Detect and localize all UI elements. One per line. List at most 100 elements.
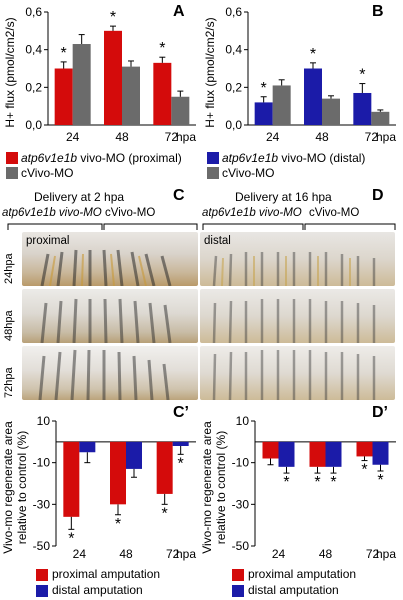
panel-c-group-right: cVivo-MO <box>105 207 156 219</box>
chart-cp-y-tick-label: -50 <box>33 539 51 553</box>
photo-c-24hpa <box>22 232 198 286</box>
fin-rays-icon <box>38 349 170 400</box>
panel-c-title: Delivery at 2 hpa <box>34 190 125 204</box>
legend-dp-label-2: distal amputation <box>248 583 339 597</box>
chart-a-x-tick-label: 24 <box>66 130 80 144</box>
chart-b-x-tick-label: 72 <box>365 130 379 144</box>
photo-d-region-label: distal <box>204 235 231 247</box>
chart-cp-x-unit: hpa <box>176 547 196 561</box>
chart-cp-bar <box>172 441 189 446</box>
chart-b-significance-star: * <box>261 80 267 97</box>
legend-dp-label-1: proximal amputation <box>248 567 357 581</box>
chart-dp-y-tick-label: -50 <box>232 539 250 553</box>
chart-dp-y-label-line2: relative to control (%) <box>214 431 228 544</box>
chart-b-y-label: H+ flux (pmol/cm2/s) <box>203 17 217 127</box>
chart-cp-x-tick-label: 72 <box>166 547 180 561</box>
chart-dp-x-tick-label: 72 <box>366 547 380 561</box>
fin-rays-icon <box>212 350 376 400</box>
panel-letter-c: C <box>173 187 185 204</box>
chart-cp-bar <box>79 441 96 453</box>
row-label-72hpa: 72hpa <box>3 367 15 398</box>
panel-letter-c-prime: C’ <box>173 404 189 421</box>
chart-a-bar <box>153 62 172 125</box>
chart-b-y-tick-label: 0,6 <box>225 5 242 19</box>
legend-a-label-1: atp6v1e1b vivo-MO (proximal) <box>21 151 182 165</box>
chart-dp-bar <box>325 441 342 467</box>
chart-b-bar <box>353 92 372 125</box>
chart-cp-x-tick-label: 48 <box>119 547 133 561</box>
panel-letter-d: D <box>372 187 384 204</box>
panel-d-group-right: cVivo-MO <box>309 207 360 219</box>
chart-a-y-tick-label: 0,0 <box>25 118 42 132</box>
legend-a-label-2: cVivo-MO <box>21 166 74 180</box>
chart-dp-significance-star: * <box>377 472 383 489</box>
chart-cp-bar <box>63 441 80 517</box>
fin-rays-icon <box>212 252 376 286</box>
chart-cp-y-tick-label: -10 <box>33 456 51 470</box>
chart-a-y-tick-label: 0,4 <box>25 43 42 57</box>
chart-dp-y-tick-label: 10 <box>236 414 250 428</box>
chart-b-x-tick-label: 48 <box>315 130 329 144</box>
legend-b-label-1: atp6v1e1b vivo-MO (distal) <box>222 151 366 165</box>
chart-dp-significance-star: * <box>283 474 289 491</box>
panel-d-bracket-right <box>304 223 396 230</box>
photo-c-48hpa <box>22 289 198 343</box>
panel-c-group-left: atp6v1e1b vivo-MO <box>2 207 102 219</box>
chart-cp-y-label-line2: relative to control (%) <box>15 431 29 544</box>
chart-b-bar <box>304 68 322 125</box>
legend-a-swatch-2 <box>6 167 18 179</box>
photo-d-72hpa <box>200 346 395 400</box>
chart-dp-bar <box>262 441 279 459</box>
chart-dp-significance-star: * <box>330 474 336 491</box>
chart-b-bar <box>371 111 390 125</box>
chart-b-significance-star: * <box>359 67 365 84</box>
legend-dp-swatch-1 <box>232 569 244 581</box>
chart-b-bar <box>322 98 340 125</box>
chart-b-y-tick-label: 0,2 <box>225 80 242 94</box>
chart-a-bar <box>171 96 190 125</box>
panel-c-bracket-left <box>7 223 103 230</box>
row-label-24hpa: 24hpa <box>3 253 15 284</box>
row-label-48hpa: 48hpa <box>3 310 15 341</box>
fin-rays-icon <box>40 249 172 286</box>
legend-a-swatch-1 <box>6 152 18 164</box>
chart-a-bar <box>72 44 91 126</box>
chart-b-x-unit: hpa <box>376 130 396 144</box>
panel-d-title: Delivery at 16 hpa <box>235 190 332 204</box>
chart-dp-significance-star: * <box>314 474 320 491</box>
chart-a-x-unit: hpa <box>176 130 196 144</box>
chart-a-y-label: H+ flux (pmol/cm2/s) <box>3 17 17 127</box>
chart-cp-y-tick-label: 10 <box>37 414 51 428</box>
chart-dp-y-tick-label: -30 <box>232 497 250 511</box>
legend-cp-label-2: distal amputation <box>52 583 143 597</box>
chart-cp-y-label: Vivo-mo regenerate area <box>1 421 15 554</box>
chart-dp-y-label: Vivo-mo regenerate area <box>200 421 214 554</box>
chart-a-significance-star: * <box>61 45 67 62</box>
chart-a-x-tick-label: 72 <box>165 130 179 144</box>
fin-rays-icon <box>212 299 376 343</box>
chart-a-bar <box>54 68 73 125</box>
chart-b-y-tick-label: 0,0 <box>225 118 242 132</box>
photo-d-24hpa <box>200 232 395 286</box>
chart-cp-x-tick-label: 24 <box>73 547 87 561</box>
chart-dp-y-tick-label: -10 <box>232 456 250 470</box>
photo-d-48hpa <box>200 289 395 343</box>
photo-c-region-label: proximal <box>26 235 70 247</box>
chart-cp-significance-star: * <box>115 516 121 533</box>
panel-letter-a: A <box>173 3 185 20</box>
chart-b-significance-star: * <box>310 46 316 63</box>
chart-dp-bar <box>372 441 389 465</box>
chart-b-bar <box>254 102 273 125</box>
legend-dp-swatch-2 <box>232 585 244 597</box>
legend-b-swatch-1 <box>207 152 219 164</box>
chart-a-significance-star: * <box>159 40 165 57</box>
chart-a-significance-star: * <box>110 9 116 26</box>
chart-dp-significance-star: * <box>361 462 367 479</box>
chart-dp-bar <box>356 441 373 457</box>
chart-cp-bar <box>110 441 126 505</box>
chart-a-y-tick-label: 0,2 <box>25 80 42 94</box>
chart-dp-bar <box>278 441 295 467</box>
chart-dp-x-tick-label: 24 <box>272 547 286 561</box>
legend-cp-swatch-2 <box>36 585 48 597</box>
panel-letter-d-prime: D’ <box>372 404 388 421</box>
